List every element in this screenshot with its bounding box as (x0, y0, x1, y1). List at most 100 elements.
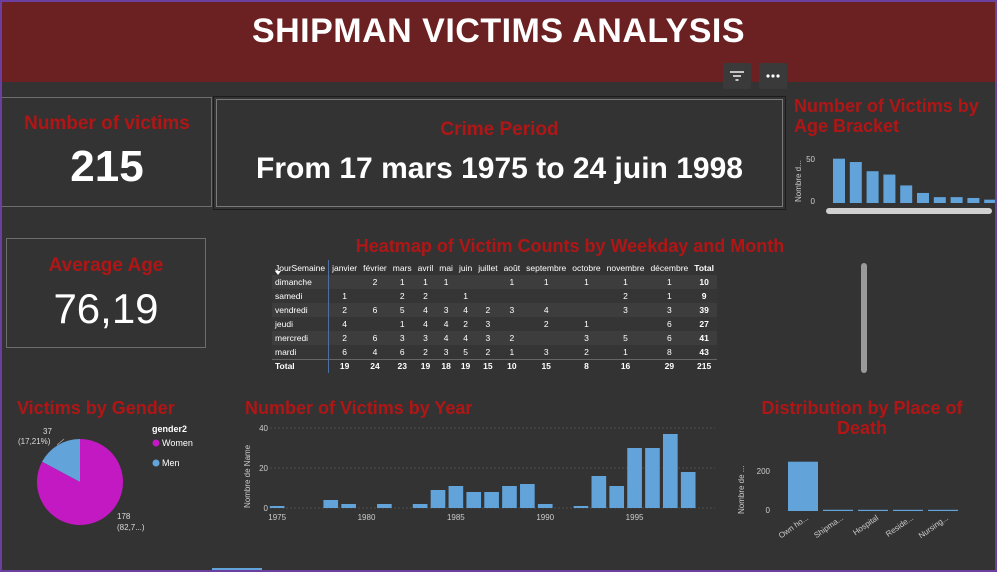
heatmap-cell (569, 289, 603, 303)
heatmap-total-cell: 15 (483, 361, 493, 372)
filter-button[interactable] (723, 63, 751, 89)
place-bar[interactable] (823, 509, 853, 511)
heatmap-total-label: Total (272, 359, 330, 373)
men-pct-label: (17,21%) (18, 437, 51, 446)
heatmap-col-header[interactable]: juin (458, 262, 473, 273)
victims-kpi-label: Number of victims (24, 113, 190, 134)
year-bar[interactable] (412, 504, 428, 508)
age-y-tick-0: 0 (811, 197, 816, 206)
heatmap-cell: 2 (342, 305, 347, 315)
heatmap-row-label: mardi (272, 345, 330, 359)
year-bar[interactable] (269, 506, 285, 508)
year-x-tick: 1985 (447, 513, 465, 522)
year-bar[interactable] (591, 476, 607, 508)
place-x-label: Shipma... (812, 513, 845, 540)
heatmap-row: mercredi 2 6 3 3 4 4 3 2 3 5 6 41 (272, 331, 717, 345)
pie-slice-men[interactable] (42, 439, 80, 482)
heatmap-total-cell: 18 (441, 361, 451, 372)
heatmap-cell: 4 (543, 305, 549, 315)
heatmap-cell: 3 (443, 346, 449, 357)
legend-women-label[interactable]: Women (162, 438, 193, 448)
year-bar[interactable] (484, 492, 499, 508)
heatmap-cell: 1 (342, 291, 347, 301)
year-bar[interactable] (537, 504, 553, 508)
more-options-button[interactable] (759, 63, 787, 89)
year-bar[interactable] (680, 472, 696, 508)
year-bar[interactable] (466, 492, 482, 508)
page-tab-indicator[interactable] (212, 568, 262, 571)
age-bar[interactable] (933, 197, 946, 203)
heatmap-cell: 1 (666, 277, 672, 287)
age-bar[interactable] (984, 199, 995, 203)
legend-men-label[interactable]: Men (162, 458, 180, 468)
heatmap-cell: 3 (584, 333, 589, 343)
heatmap-col-header[interactable]: août (503, 262, 521, 273)
heatmap-cell: 1 (399, 277, 405, 287)
year-x-tick: 1995 (626, 513, 644, 522)
year-bar[interactable] (573, 506, 589, 508)
age-bar[interactable] (967, 197, 980, 203)
year-bar[interactable] (502, 486, 517, 508)
heatmap-col-header[interactable]: janvier (332, 262, 358, 273)
place-x-label: Hospital (851, 513, 880, 537)
year-bar[interactable] (341, 504, 356, 508)
year-bar[interactable] (448, 486, 464, 508)
men-count-label: 37 (43, 427, 52, 436)
year-bar[interactable] (662, 434, 678, 508)
heatmap-cell: 3 (443, 305, 449, 315)
age-bar[interactable] (900, 185, 913, 203)
heatmap-cell: 3 (399, 333, 405, 343)
heatmap-col-header[interactable]: février (363, 262, 387, 273)
pie-slice-women[interactable] (36, 439, 124, 525)
heatmap-cell: 3 (509, 305, 515, 315)
heatmap-row-label: mercredi (272, 331, 330, 345)
age-bar[interactable] (866, 171, 879, 203)
place-bar[interactable] (858, 509, 888, 511)
heatmap-cell: 2 (584, 346, 589, 357)
heatmap-cell: 5 (463, 346, 468, 357)
heatmap-cell: 3 (543, 346, 549, 357)
year-x-tick: 1990 (536, 513, 554, 522)
heatmap-cell: 43 (699, 346, 709, 357)
year-bar[interactable] (323, 500, 339, 508)
place-bar[interactable] (893, 509, 923, 511)
heatmap-col-header[interactable]: septembre (526, 262, 567, 273)
heatmap-scrollbar[interactable] (861, 263, 867, 373)
heatmap-col-header[interactable]: juillet (478, 262, 498, 273)
year-bar[interactable] (645, 448, 660, 508)
age-bar[interactable] (883, 174, 896, 203)
heatmap-row-label: jeudi (272, 317, 330, 331)
heatmap-sort-arrow[interactable] (275, 271, 281, 275)
age-chart-scrollbar[interactable] (826, 208, 992, 214)
heatmap-col-header[interactable]: Total (694, 262, 714, 273)
heatmap-col-header[interactable]: décembre (650, 262, 689, 273)
age-bar[interactable] (917, 192, 929, 203)
age-bar[interactable] (833, 158, 845, 203)
heatmap-col-header[interactable]: JourSemaine (272, 260, 330, 275)
age-bar[interactable] (950, 197, 963, 203)
year-bar[interactable] (609, 486, 625, 508)
heatmap-table: JourSemaine janvier février mars avril mai jui… (272, 260, 717, 373)
place-x-label: Own ho... (777, 513, 810, 540)
year-bar[interactable] (377, 504, 392, 508)
heatmap-col-header[interactable]: novembre (606, 262, 645, 273)
heatmap-col-header[interactable]: mai (439, 262, 453, 273)
heatmap-col-header[interactable]: avril (417, 262, 434, 273)
heatmap-cell: 2 (423, 346, 428, 357)
year-bar[interactable] (430, 490, 446, 508)
average-age-value: 76,19 (53, 285, 159, 332)
age-y-axis-label: Nombre d... (794, 160, 803, 202)
heatmap-col-header[interactable]: mars (392, 262, 412, 273)
heatmap-total-cell: 15 (541, 361, 551, 372)
year-bar[interactable] (520, 484, 535, 508)
heatmap-cell (501, 317, 524, 331)
year-bar[interactable] (627, 448, 642, 508)
heatmap-cell (523, 289, 569, 303)
heatmap-cell: 1 (623, 346, 628, 357)
heatmap-col-header[interactable]: octobre (572, 262, 601, 273)
place-x-label: Nursing... (917, 513, 950, 540)
age-bar[interactable] (849, 162, 862, 203)
place-bar[interactable] (788, 461, 818, 511)
place-bar[interactable] (928, 509, 958, 511)
place-x-label: Reside... (884, 513, 915, 538)
